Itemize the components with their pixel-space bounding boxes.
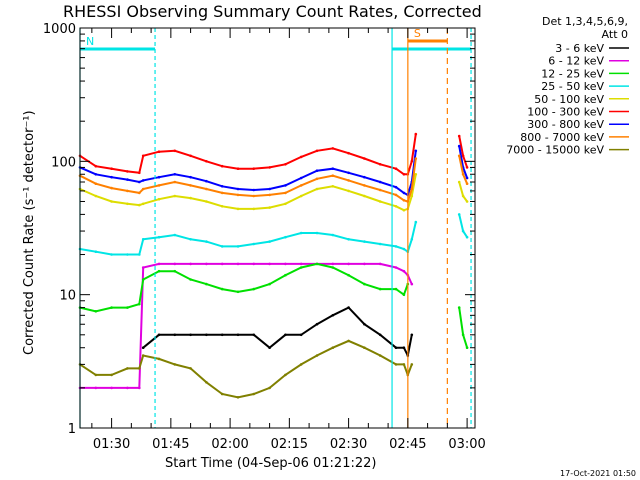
legend-entry-label: 300 - 800 keV	[527, 118, 604, 131]
series-line-6	[79, 150, 417, 197]
axes: 1 10 100 1000 01:30 01:45 02:00 02:15 02:30 02:45…	[43, 22, 486, 452]
series-3	[78, 213, 469, 256]
legend-header-line1: Det 1,3,4,5,6,9,	[542, 15, 628, 28]
plot-frame	[79, 27, 476, 429]
legend-entry-label: 50 - 100 keV	[534, 93, 604, 106]
series-line-4	[79, 174, 417, 212]
series-line-5	[79, 133, 417, 176]
legend-entry-label: 100 - 300 keV	[527, 106, 604, 119]
x-tick-label: 02:30	[330, 437, 367, 452]
y-tick-label: 1	[68, 422, 76, 437]
footer-timestamp: 17-Oct-2021 01:50	[560, 469, 636, 478]
series-line-7	[458, 155, 469, 185]
legend-entry-label: 6 - 12 keV	[548, 55, 604, 68]
series-line-4	[458, 181, 468, 203]
series-line-0	[142, 306, 413, 359]
x-tick-label: 01:45	[152, 437, 189, 452]
series-1	[78, 262, 414, 390]
series-line-5	[458, 135, 469, 168]
legend-entry-label: 7000 - 15000 keV	[506, 144, 604, 157]
legend-entry-label: 3 - 6 keV	[555, 42, 604, 55]
y-tick-label: 100	[51, 155, 76, 170]
series-8	[78, 339, 414, 399]
y-axis-label: Corrected Count Rate (s⁻¹ detector⁻¹)	[22, 110, 37, 355]
x-axis-label: Start Time (04-Sep-06 01:21:22)	[165, 456, 376, 471]
series-line-3	[458, 214, 468, 238]
plot-area	[78, 132, 469, 399]
series-line-8	[79, 339, 413, 399]
series-line-6	[458, 145, 469, 179]
legend-header-line2: Att 0	[602, 28, 628, 41]
series-line-3	[79, 221, 417, 256]
chart-title: RHESSI Observing Summary Count Rates, Co…	[63, 2, 482, 21]
series-line-2	[458, 307, 469, 348]
y-tick-label: 10	[59, 289, 76, 304]
series-5	[78, 132, 469, 176]
annotation-label-0: N	[86, 35, 94, 48]
x-tick-label: 02:45	[389, 437, 426, 452]
x-tick-label: 02:00	[211, 437, 248, 452]
x-tick-label: 02:15	[271, 437, 308, 452]
legend-entry-label: 25 - 50 keV	[541, 80, 604, 93]
series-line-7	[79, 158, 417, 203]
x-tick-label: 01:30	[93, 437, 130, 452]
x-tick-label: 03:00	[448, 437, 485, 452]
y-tick-label: 1000	[43, 22, 76, 37]
series-line-1	[80, 262, 413, 389]
legend-entry-label: 800 - 7000 keV	[520, 131, 604, 144]
annotation-label-2: S	[414, 27, 421, 40]
series-line-2	[79, 262, 409, 313]
series-7	[78, 154, 469, 203]
series-0	[141, 306, 414, 359]
legend-entry-label: 12 - 25 keV	[541, 67, 604, 80]
